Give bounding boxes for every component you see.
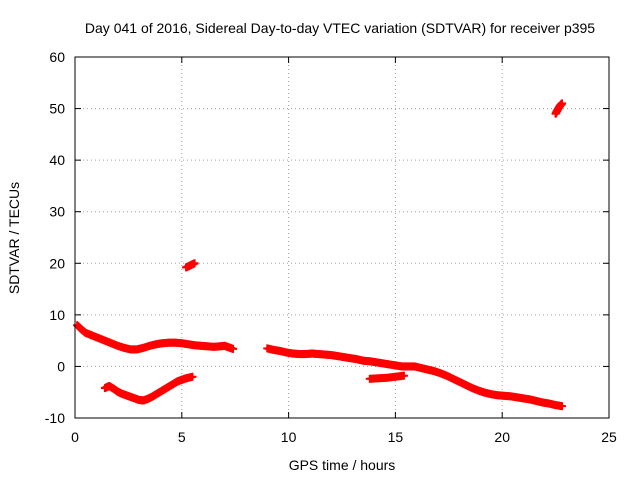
data-point xyxy=(188,372,197,381)
y-tick-label: 30 xyxy=(49,204,65,220)
plot-frame xyxy=(74,56,610,419)
data-points xyxy=(73,99,567,411)
data-point xyxy=(229,344,238,353)
x-axis-title: GPS time / hours xyxy=(289,457,396,473)
x-tick-label: 20 xyxy=(494,429,510,445)
series-lower-track xyxy=(100,371,408,405)
y-tick-label: 50 xyxy=(49,101,65,117)
y-tick-label: 10 xyxy=(49,307,65,323)
data-point xyxy=(399,371,408,380)
y-tick-label: -10 xyxy=(45,410,65,426)
x-tick-label: 15 xyxy=(388,429,404,445)
x-tick-label: 10 xyxy=(281,429,297,445)
data-point xyxy=(190,259,199,268)
axis-ticks: 0 5 10 15 20 25 -10 0 10 20 30 40 50 60 xyxy=(45,49,617,445)
y-tick-label: 40 xyxy=(49,152,65,168)
y-axis-title: SDTVAR / TECUs xyxy=(6,182,22,294)
y-tick-label: 20 xyxy=(49,255,65,271)
y-tick-label: 60 xyxy=(49,49,65,65)
x-tick-label: 0 xyxy=(71,429,79,445)
grid-lines xyxy=(75,57,609,418)
series-upper-track xyxy=(73,321,567,411)
x-tick-label: 25 xyxy=(601,429,617,445)
x-tick-label: 5 xyxy=(178,429,186,445)
chart-title: Day 041 of 2016, Sidereal Day-to-day VTE… xyxy=(85,20,595,36)
series-outliers xyxy=(182,99,567,272)
data-point xyxy=(558,99,567,108)
data-point xyxy=(558,402,567,411)
y-tick-label: 0 xyxy=(57,358,65,374)
